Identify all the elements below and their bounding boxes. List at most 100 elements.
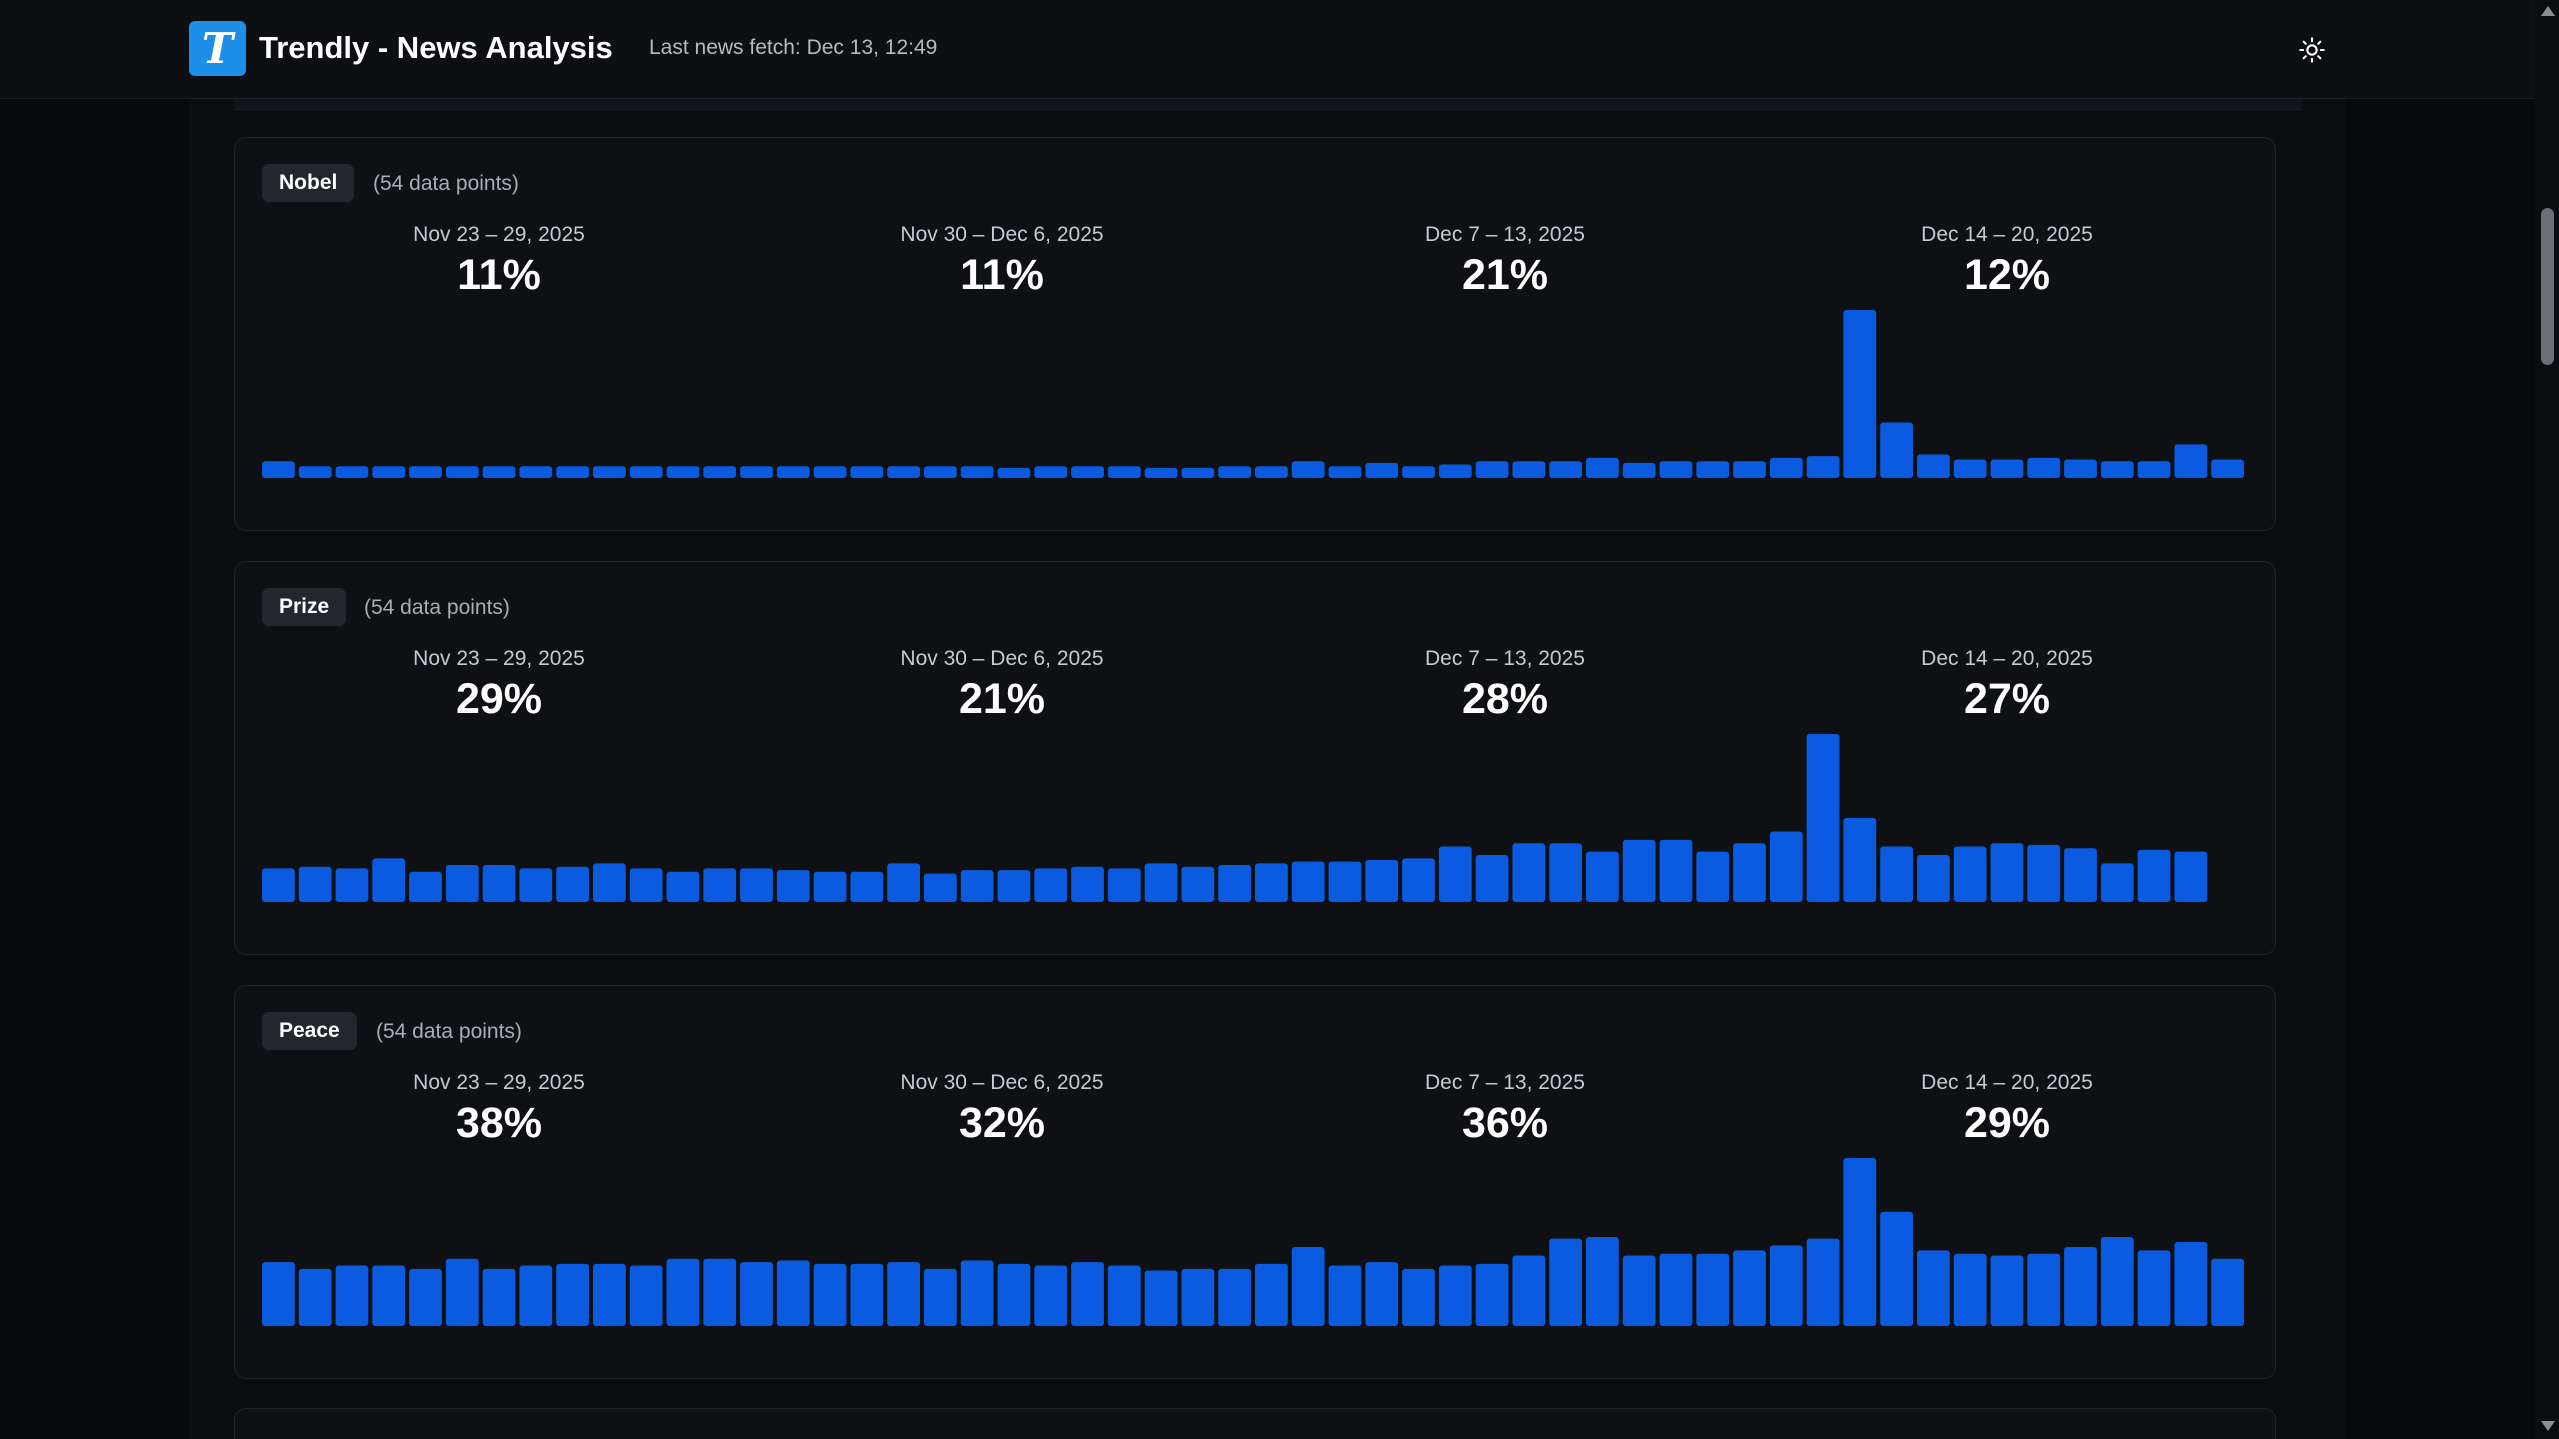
chart-bar[interactable] xyxy=(2064,1247,2097,1326)
chart-bar[interactable] xyxy=(1696,851,1730,902)
chart-bar[interactable] xyxy=(372,1265,406,1326)
chart-bar[interactable] xyxy=(1769,831,1803,902)
chart-bar[interactable] xyxy=(2064,848,2097,902)
chart-bar[interactable] xyxy=(372,466,406,478)
chart-bar[interactable] xyxy=(1953,846,1987,902)
chart-bar[interactable] xyxy=(1181,866,1215,902)
chart-bar[interactable] xyxy=(1512,1255,1546,1326)
chart-bar[interactable] xyxy=(1733,843,1766,902)
chart-bar[interactable] xyxy=(776,466,810,478)
chart-bar[interactable] xyxy=(960,1260,994,1326)
chart-bar[interactable] xyxy=(445,1258,479,1326)
chart-bar[interactable] xyxy=(519,868,553,902)
chart-bar[interactable] xyxy=(2174,851,2208,902)
chart-bar[interactable] xyxy=(1438,464,1472,478)
chart-bar[interactable] xyxy=(1107,1265,1141,1326)
chart-bar[interactable] xyxy=(519,1265,553,1326)
chart-bar[interactable] xyxy=(1622,839,1656,902)
chart-bar[interactable] xyxy=(1144,863,1178,902)
chart-bar[interactable] xyxy=(1953,459,1987,478)
chart-bar[interactable] xyxy=(519,466,553,478)
chart-bar[interactable] xyxy=(1438,1265,1472,1326)
chart-bar[interactable] xyxy=(1586,457,1619,478)
chart-bar[interactable] xyxy=(445,466,479,478)
chart-bar[interactable] xyxy=(850,871,884,902)
chart-bar[interactable] xyxy=(335,466,369,478)
chart-bar[interactable] xyxy=(262,461,295,478)
chart-bar[interactable] xyxy=(262,1262,295,1326)
chart-bar[interactable] xyxy=(629,1265,663,1326)
chart-bar[interactable] xyxy=(1365,860,1399,902)
chart-bar[interactable] xyxy=(924,873,957,902)
chart-bar[interactable] xyxy=(2137,849,2171,902)
chart-bar[interactable] xyxy=(887,466,920,478)
chart-bar[interactable] xyxy=(740,466,773,478)
chart-bar[interactable] xyxy=(1917,454,1950,478)
chart-bar[interactable] xyxy=(703,1258,737,1326)
chart-bar[interactable] xyxy=(1107,466,1141,478)
chart-bar[interactable] xyxy=(1806,1238,1840,1326)
chart-bar[interactable] xyxy=(1806,456,1840,478)
chart-bar[interactable] xyxy=(1144,467,1178,478)
chart-bar[interactable] xyxy=(1733,461,1766,478)
chart-bar[interactable] xyxy=(409,871,442,902)
chart-bar[interactable] xyxy=(1659,839,1693,902)
chart-bar[interactable] xyxy=(1917,854,1950,902)
chart-bar[interactable] xyxy=(1512,843,1546,902)
chart-bar[interactable] xyxy=(556,466,589,478)
chart-bar[interactable] xyxy=(1255,466,1288,478)
chart-bar[interactable] xyxy=(1475,1263,1509,1326)
chart-bar[interactable] xyxy=(1402,858,1435,902)
chart-bar[interactable] xyxy=(2211,1258,2244,1326)
chart-bar[interactable] xyxy=(1586,1236,1619,1326)
chart-bar[interactable] xyxy=(1475,461,1509,478)
chart-bar[interactable] xyxy=(1328,466,1362,478)
chart-bar[interactable] xyxy=(1107,868,1141,902)
chart-bar[interactable] xyxy=(1291,1247,1325,1326)
chart-bar[interactable] xyxy=(409,1268,442,1326)
chart-bar[interactable] xyxy=(1181,467,1215,478)
chart-bar[interactable] xyxy=(1438,846,1472,902)
scroll-thumb[interactable] xyxy=(2541,208,2554,365)
chart-bar[interactable] xyxy=(1402,1268,1435,1326)
chart-bar[interactable] xyxy=(1144,1270,1178,1326)
chart-bar[interactable] xyxy=(960,870,994,902)
chart-bar[interactable] xyxy=(1659,1253,1693,1326)
chart-bar[interactable] xyxy=(1953,1253,1987,1326)
chart-bar[interactable] xyxy=(1843,310,1877,478)
chart-bar[interactable] xyxy=(1622,462,1656,478)
chart-bar[interactable] xyxy=(997,467,1031,478)
chart-bar[interactable] xyxy=(1696,1253,1730,1326)
chart-bar[interactable] xyxy=(335,868,369,902)
topic-tag[interactable]: Nobel xyxy=(262,164,355,202)
chart-bar[interactable] xyxy=(997,870,1031,902)
chart-bar[interactable] xyxy=(813,466,847,478)
chart-bar[interactable] xyxy=(629,868,663,902)
chart-bar[interactable] xyxy=(887,863,920,902)
chart-bar[interactable] xyxy=(1696,461,1730,478)
chart-bar[interactable] xyxy=(1586,851,1619,902)
chart-bar[interactable] xyxy=(298,466,332,478)
chart-bar[interactable] xyxy=(2137,1250,2171,1326)
chart-bar[interactable] xyxy=(1769,457,1803,478)
chart-bar[interactable] xyxy=(776,870,810,902)
chart-bar[interactable] xyxy=(1880,422,1913,478)
chart-bar[interactable] xyxy=(556,866,589,902)
chart-bar[interactable] xyxy=(1990,843,2024,902)
chart-bar[interactable] xyxy=(1255,863,1288,902)
chart-bar[interactable] xyxy=(1843,818,1877,902)
chart-bar[interactable] xyxy=(335,1265,369,1326)
chart-bar[interactable] xyxy=(1291,861,1325,902)
chart-bar[interactable] xyxy=(298,866,332,902)
chart-bar[interactable] xyxy=(2100,1236,2134,1326)
chart-bar[interactable] xyxy=(1622,1255,1656,1326)
chart-bar[interactable] xyxy=(372,858,406,902)
chart-bar[interactable] xyxy=(850,1263,884,1326)
chart-bar[interactable] xyxy=(1917,1250,1950,1326)
chart-bar[interactable] xyxy=(629,466,663,478)
chart-bar[interactable] xyxy=(1659,461,1693,478)
topic-tag[interactable]: Peace xyxy=(262,1012,357,1050)
chart-bar[interactable] xyxy=(482,865,516,902)
chart-bar[interactable] xyxy=(1806,734,1840,902)
theme-toggle-button[interactable] xyxy=(2296,34,2328,66)
